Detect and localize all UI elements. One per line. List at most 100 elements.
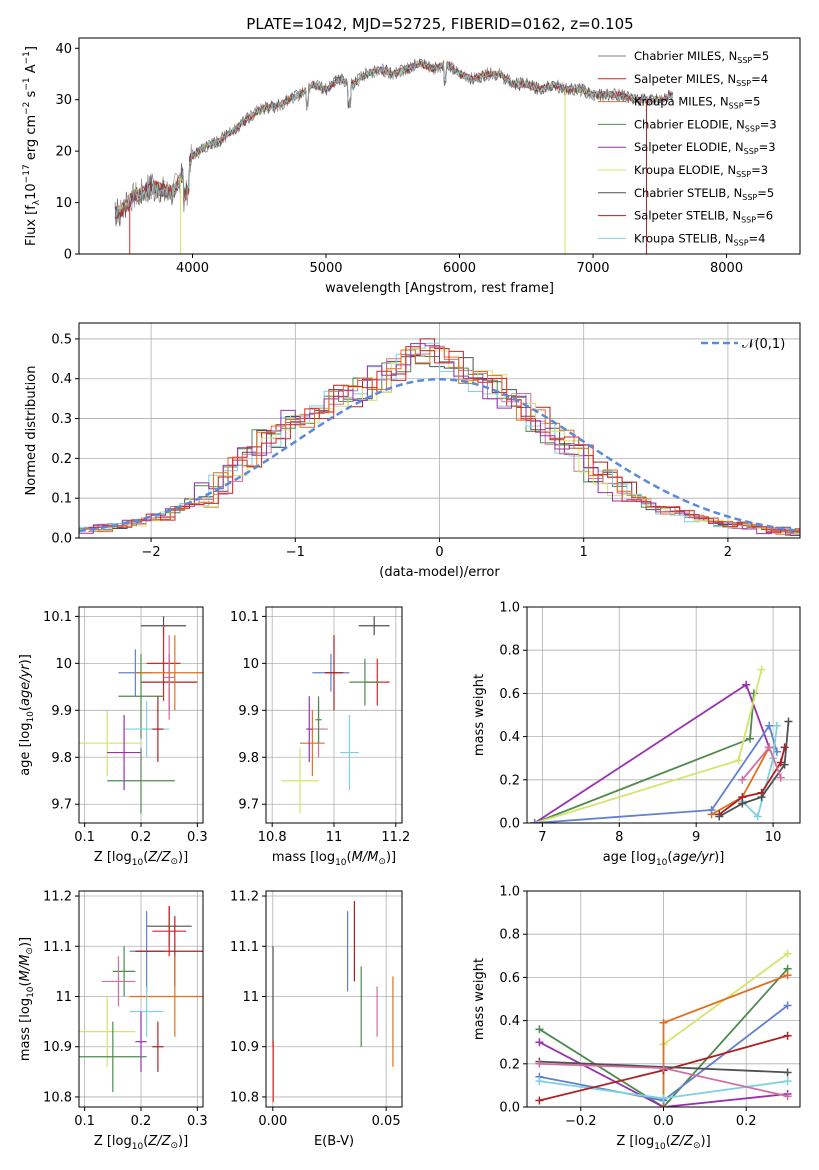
weight-marker bbox=[783, 1031, 792, 1040]
x-axis-label-part: ⊙ bbox=[693, 1141, 701, 1151]
y-tick-label: 11.1 bbox=[230, 940, 259, 955]
x-axis-label-part: ( bbox=[143, 1134, 148, 1149]
weight-marker bbox=[530, 819, 539, 823]
y-tick-label: 0.5 bbox=[51, 332, 72, 347]
legend-label-main: Chabrier ELODIE, N bbox=[634, 117, 745, 131]
x-tick-label: 0.1 bbox=[74, 830, 95, 845]
legend-label: Kroupa MILES, NSSP=5 bbox=[634, 95, 760, 111]
legend-label-sub: SSP bbox=[741, 216, 756, 225]
x-axis-label: mass [log10(M/M⊙)] bbox=[272, 850, 396, 868]
x-tick-label: −2 bbox=[142, 545, 161, 560]
y-tick-label: 10 bbox=[55, 196, 72, 211]
weight-marker bbox=[783, 1077, 792, 1086]
weight-marker bbox=[659, 1064, 668, 1073]
axes-frame bbox=[78, 37, 801, 255]
series-line bbox=[114, 60, 673, 219]
y-axis-label-part: ( bbox=[18, 706, 33, 711]
legend-label-tail: =4 bbox=[751, 72, 768, 86]
y-axis-label-part: −1 bbox=[22, 77, 32, 90]
legend-label-tail: =5 bbox=[744, 95, 761, 109]
legend-label-sub: SSP bbox=[734, 238, 749, 247]
histogram-step bbox=[88, 346, 800, 532]
y-tick-label: 20 bbox=[55, 145, 72, 160]
y-axis-label-part: 10 bbox=[24, 183, 39, 200]
x-tick-label: 0.05 bbox=[372, 1114, 401, 1129]
legend-label-main: Salpeter MILES, N bbox=[634, 72, 736, 86]
weight-marker bbox=[757, 793, 766, 802]
legend-label: Chabrier ELODIE, NSSP=3 bbox=[634, 117, 777, 133]
y-tick-label: 0.1 bbox=[51, 492, 72, 507]
x-axis-label-part: ⊙ bbox=[170, 1141, 178, 1151]
plot-area bbox=[535, 949, 792, 1107]
x-axis-label-part: )] bbox=[701, 1134, 711, 1149]
y-axis-label-part: )] bbox=[18, 654, 33, 664]
y-tick-label: 1.0 bbox=[499, 601, 520, 616]
y-axis-label: mass [log10(M/M⊙)] bbox=[18, 937, 36, 1061]
legend: Chabrier MILES, NSSP=5 Salpeter MILES, N S… bbox=[598, 49, 777, 247]
y-tick-label: 0.6 bbox=[499, 687, 520, 702]
x-axis-label-part: wavelength [Angstrom, rest frame] bbox=[325, 281, 554, 296]
plot-area bbox=[114, 58, 673, 254]
weight-line bbox=[534, 693, 755, 823]
weight-marker bbox=[772, 721, 781, 730]
weight-marker bbox=[742, 680, 751, 689]
series-line bbox=[114, 60, 673, 220]
x-axis-label-part: 10 bbox=[654, 1142, 666, 1152]
x-axis-label-part: (data-model)/error bbox=[379, 565, 500, 580]
y-axis-label: Flux [fλ10−17 erg cm−2 s−1 A−1] bbox=[22, 46, 42, 246]
legend-label-tail: =6 bbox=[756, 209, 773, 223]
x-axis-label-part: ( bbox=[667, 850, 672, 865]
legend-label-tail: =4 bbox=[749, 231, 766, 245]
x-axis-label: age [log10(age/yr)] bbox=[603, 850, 725, 868]
series-line bbox=[114, 58, 673, 225]
x-axis-label-part: ( bbox=[143, 850, 148, 865]
y-axis-label-part: ] bbox=[24, 46, 39, 51]
y-axis-label-part: erg cm bbox=[24, 115, 39, 164]
x-tick-label: 5000 bbox=[309, 261, 342, 276]
y-axis-label-part: ( bbox=[18, 981, 33, 986]
x-tick-label: 0 bbox=[435, 545, 443, 560]
y-tick-label: 9.7 bbox=[51, 798, 72, 813]
weight-marker bbox=[780, 743, 789, 752]
series-line bbox=[114, 59, 673, 218]
legend-label: Salpeter ELODIE, NSSP=3 bbox=[634, 140, 776, 156]
x-tick-label: 0.3 bbox=[187, 1114, 208, 1129]
x-tick-label: 8 bbox=[615, 830, 623, 845]
y-axis-label-part: A bbox=[24, 64, 39, 77]
plot-area bbox=[530, 665, 793, 823]
y-tick-label: 0.4 bbox=[499, 1014, 520, 1029]
x-axis-label-part: Z/Z bbox=[147, 850, 171, 865]
legend-label-main: Salpeter ELODIE, N bbox=[634, 140, 744, 154]
weight-marker bbox=[746, 734, 755, 743]
y-axis-label-part: M/M bbox=[18, 955, 33, 982]
series-line bbox=[114, 61, 673, 220]
y-tick-label: 9.9 bbox=[238, 704, 259, 719]
x-tick-label: 0.3 bbox=[187, 830, 208, 845]
x-axis-label-part: Z [log bbox=[616, 1134, 654, 1149]
weight-marker bbox=[738, 775, 747, 784]
y-tick-label: 11.2 bbox=[230, 890, 259, 905]
figure-title: PLATE=1042, MJD=52725, FIBERID=0162, z=0… bbox=[246, 15, 633, 33]
y-axis-label: Normed distribution bbox=[24, 366, 39, 496]
plot-area bbox=[79, 338, 800, 536]
y-tick-label: 11 bbox=[242, 990, 259, 1005]
x-tick-label: 0.00 bbox=[258, 1114, 287, 1129]
legend-label-sub: SSP bbox=[729, 102, 744, 111]
weight-marker bbox=[776, 773, 785, 782]
legend-label-sub: SSP bbox=[744, 147, 759, 156]
y-tick-label: 0.0 bbox=[51, 532, 72, 547]
y-axis-label-part: 10 bbox=[26, 986, 36, 998]
x-axis-label-part: 10 bbox=[656, 858, 668, 868]
plot-area bbox=[79, 616, 203, 814]
weight-marker bbox=[784, 717, 793, 726]
x-axis-label-part: 10 bbox=[335, 858, 347, 868]
x-axis-label: Z [log10(Z/Z⊙)] bbox=[94, 1134, 188, 1152]
legend-label: Chabrier MILES, NSSP=5 bbox=[634, 49, 769, 65]
weight-marker bbox=[783, 949, 792, 958]
weight-marker bbox=[757, 665, 766, 674]
x-tick-label: 9 bbox=[692, 830, 700, 845]
x-axis-label-part: 10 bbox=[132, 858, 144, 868]
y-tick-label: 10.9 bbox=[230, 1040, 259, 1055]
